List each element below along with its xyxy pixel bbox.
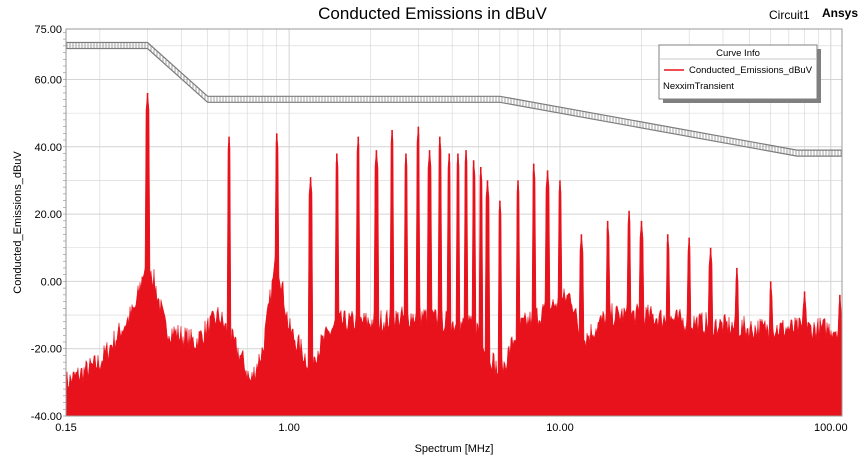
emissions-series — [65, 92, 843, 417]
x-axis-label: Spectrum [MHz] — [415, 443, 494, 455]
design-name: Circuit1 — [769, 8, 810, 22]
y-tick-label: 0.00 — [41, 276, 62, 288]
legend-entry-sub: NexximTransient — [663, 81, 734, 92]
chart-title: Conducted Emissions in dBuV — [318, 4, 547, 23]
y-axis-label: Conducted_Emissions_dBuV — [12, 151, 24, 294]
limit-line — [66, 41, 842, 157]
x-tick-label: 1.00 — [278, 422, 299, 434]
brand-label: Ansys — [822, 6, 859, 20]
axis-labels: 75.00 60.00 40.00 20.00 0.00 -20.00 -40.000.15… — [12, 24, 848, 455]
legend-entry-label: Conducted_Emissions_dBuV — [689, 65, 813, 76]
plot-frame — [65, 28, 843, 417]
emissions-area — [65, 97, 843, 417]
x-tick-label: 10.00 — [546, 422, 574, 434]
legend-title: Curve Info — [716, 48, 760, 59]
limit-path-lower — [66, 47, 842, 157]
y-tick-label: -20.00 — [31, 344, 62, 356]
legend-box[interactable]: Curve Info Conducted_Emissions_dBuV Nexx… — [658, 44, 821, 103]
y-tick-label: 20.00 — [34, 209, 62, 221]
y-tick-label: 75.00 — [34, 24, 62, 36]
y-tick-label: 40.00 — [34, 142, 62, 154]
x-tick-label: 0.15 — [55, 422, 76, 434]
y-tick-label: 60.00 — [34, 74, 62, 86]
limit-path — [66, 41, 842, 151]
y-tick-label: -40.00 — [31, 411, 62, 423]
x-tick-label: 100.00 — [814, 422, 848, 434]
